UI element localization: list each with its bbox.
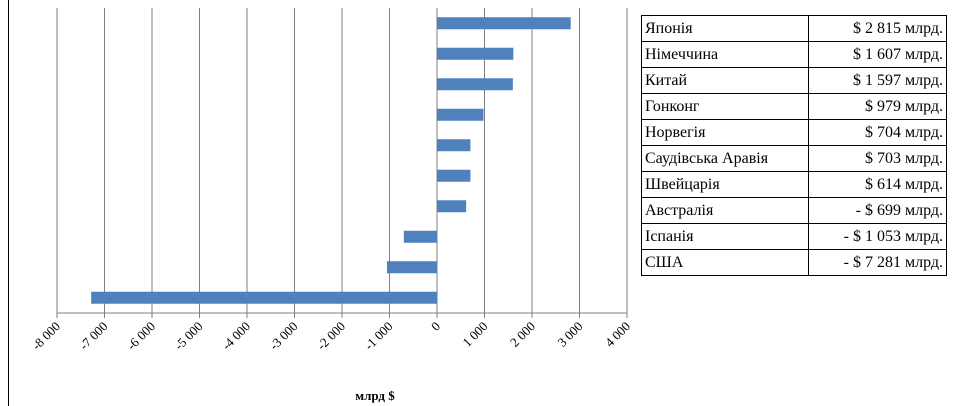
x-axis-title: млрд $ <box>355 388 395 403</box>
bar <box>403 230 437 243</box>
x-tick-label: -8 000 <box>29 319 63 353</box>
table-row: Китай $ 1 597 млрд. <box>641 67 947 94</box>
x-tick-label: -1 000 <box>361 319 395 353</box>
value-cell: $ 979 млрд. <box>808 93 947 120</box>
country-cell: Німеччина <box>641 41 809 68</box>
x-tick-label: -7 000 <box>76 319 110 353</box>
country-cell: США <box>641 249 809 276</box>
value-cell: $ 1 607 млрд. <box>808 41 947 68</box>
country-cell: Австралія <box>641 197 809 224</box>
country-cell: Норвегія <box>641 119 809 146</box>
country-cell: Японія <box>641 15 809 42</box>
bar <box>437 200 467 213</box>
bars <box>91 17 571 304</box>
bar <box>437 17 571 30</box>
value-cell: - $ 699 млрд. <box>808 197 947 224</box>
x-tick-label: -4 000 <box>219 319 253 353</box>
x-tick-label: 4 000 <box>602 319 633 350</box>
table-row: Іспанія - $ 1 053 млрд. <box>641 223 947 250</box>
table-row: США - $ 7 281 млрд. <box>641 249 947 276</box>
bar-chart: -8 000 -7 000 -6 000 -5 000 -4 000 -3 000 -2 0… <box>29 8 633 403</box>
country-cell: Швейцарія <box>641 171 809 198</box>
x-tick-label: 3 000 <box>554 319 585 350</box>
country-cell: Китай <box>641 67 809 94</box>
bar <box>437 78 513 91</box>
table-row: Японія $ 2 815 млрд. <box>641 15 947 42</box>
table-row: Німеччина $ 1 607 млрд. <box>641 41 947 68</box>
chart-frame-left-border <box>8 0 9 406</box>
bar <box>437 169 471 182</box>
value-cell: - $ 7 281 млрд. <box>808 249 947 276</box>
bar <box>91 291 437 304</box>
x-tick-label: 1 000 <box>459 319 490 350</box>
x-axis: -8 000 -7 000 -6 000 -5 000 -4 000 -3 000 -2 0… <box>29 312 633 353</box>
table-row: Швейцарія $ 614 млрд. <box>641 171 947 198</box>
table-row: Саудівська Аравія $ 703 млрд. <box>641 145 947 172</box>
country-cell: Іспанія <box>641 223 809 250</box>
country-cell: Гонконг <box>641 93 809 120</box>
value-cell: - $ 1 053 млрд. <box>808 223 947 250</box>
country-values-table: Японія $ 2 815 млрд. Німеччина $ 1 607 млрд… <box>641 15 947 276</box>
table-row: Гонконг $ 979 млрд. <box>641 93 947 120</box>
x-tick-label: -5 000 <box>171 319 205 353</box>
x-tick-label: -6 000 <box>124 319 158 353</box>
x-tick-label: 2 000 <box>507 319 538 350</box>
value-cell: $ 704 млрд. <box>808 119 947 146</box>
bar <box>437 108 484 121</box>
value-cell: $ 614 млрд. <box>808 171 947 198</box>
value-cell: $ 2 815 млрд. <box>808 15 947 42</box>
bar <box>437 139 471 152</box>
country-cell: Саудівська Аравія <box>641 145 809 172</box>
bar <box>386 261 437 274</box>
gridlines <box>56 8 628 313</box>
x-tick-label: -3 000 <box>266 319 300 353</box>
table-row: Австралія - $ 699 млрд. <box>641 197 947 224</box>
value-cell: $ 1 597 млрд. <box>808 67 947 94</box>
x-tick-label: 0 <box>428 319 443 334</box>
value-cell: $ 703 млрд. <box>808 145 947 172</box>
bar <box>437 47 514 60</box>
x-tick-label: -2 000 <box>314 319 348 353</box>
table-row: Норвегія $ 704 млрд. <box>641 119 947 146</box>
